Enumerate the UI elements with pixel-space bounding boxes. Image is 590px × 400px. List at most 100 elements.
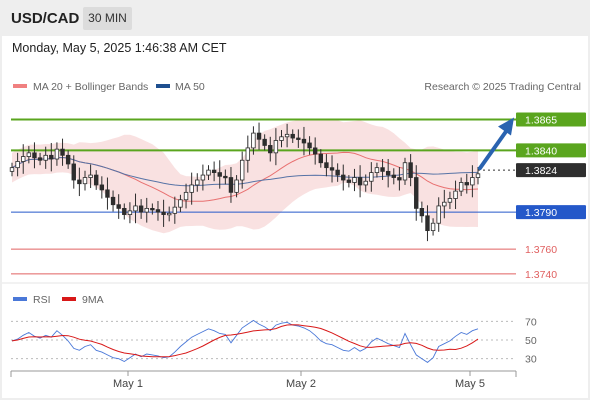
candle-body	[234, 179, 239, 193]
level-tag-1.3824	[516, 163, 586, 178]
candle-body	[284, 133, 290, 138]
candle-body	[32, 152, 37, 159]
candle-body	[318, 153, 323, 164]
candle	[189, 172, 194, 205]
candle	[239, 151, 245, 189]
candle-body	[369, 172, 374, 182]
candle-body	[228, 177, 234, 193]
candle	[251, 126, 256, 155]
candle-body	[245, 147, 251, 161]
candle	[200, 164, 206, 191]
candle-body	[189, 184, 194, 193]
candle-body	[475, 173, 481, 178]
candle	[223, 169, 228, 185]
candle	[408, 154, 413, 187]
candle	[116, 194, 121, 219]
bollinger-band-area	[12, 119, 478, 234]
candle-body	[447, 198, 453, 203]
forecast-arrow-shaft	[478, 129, 508, 171]
candle-body	[419, 207, 425, 217]
candle-body	[453, 190, 458, 199]
rsi-tick-30: 30	[525, 354, 537, 366]
rsi-legend-label: RSI	[33, 294, 51, 306]
level-label-1.3740: 1.3740	[525, 269, 557, 281]
candle-body	[172, 206, 178, 214]
candle-body	[312, 147, 318, 155]
candle	[32, 142, 37, 169]
candle	[374, 162, 380, 178]
candle	[9, 162, 15, 177]
candle	[65, 150, 71, 169]
candle	[419, 201, 425, 223]
candle-body	[60, 148, 65, 156]
candle-body	[363, 180, 368, 186]
candle-body	[116, 204, 121, 209]
candle-body	[155, 209, 161, 213]
rsi-tick-70: 70	[525, 316, 537, 328]
candle-body	[161, 211, 166, 215]
candle	[357, 165, 363, 198]
candle-body	[397, 177, 402, 181]
candle-body	[341, 174, 346, 181]
candle	[447, 191, 453, 210]
candle	[363, 174, 368, 192]
candle-body	[223, 175, 228, 179]
candle-body	[273, 140, 279, 154]
candle	[279, 130, 284, 148]
price-levels	[11, 118, 516, 275]
candle	[436, 197, 441, 232]
candle	[138, 199, 144, 219]
candle	[77, 167, 82, 197]
level-label-1.3865: 1.3865	[525, 115, 557, 127]
moving-averages	[11, 151, 479, 202]
candle-body	[21, 156, 26, 162]
candle-body	[290, 133, 295, 139]
candle	[470, 165, 475, 198]
ma20-legend-swatch	[13, 84, 27, 88]
candle	[245, 135, 251, 173]
candle	[217, 160, 222, 189]
candle-body	[110, 196, 116, 206]
candle	[262, 134, 267, 151]
candle-body	[71, 163, 76, 181]
candle-body	[391, 174, 396, 178]
candle	[54, 142, 60, 166]
candle-body	[150, 207, 155, 211]
candle	[105, 177, 110, 210]
candle	[228, 167, 234, 203]
candle	[144, 197, 149, 223]
candle-body	[239, 159, 245, 181]
candle	[155, 200, 161, 221]
level-label-1.3790: 1.3790	[525, 207, 557, 219]
candle	[21, 144, 26, 174]
candle-body	[133, 205, 138, 212]
candle	[318, 149, 323, 168]
candle	[430, 218, 436, 236]
ma50-legend-label: MA 50	[175, 81, 205, 93]
candle-body	[402, 162, 408, 181]
candle	[256, 122, 262, 150]
level-label-1.3840: 1.3840	[525, 145, 557, 157]
candle	[352, 168, 357, 192]
candle-body	[99, 184, 105, 191]
candle	[307, 136, 312, 155]
candle	[99, 176, 105, 199]
candle-body	[54, 148, 60, 160]
candle-body	[251, 132, 256, 149]
timeframe-button[interactable]: 30 MIN	[83, 7, 132, 30]
candle-body	[442, 201, 447, 207]
candle-body	[357, 177, 363, 186]
candle	[380, 159, 385, 181]
candle	[94, 170, 99, 190]
bollinger-bands	[12, 119, 478, 234]
candle	[71, 155, 76, 189]
candle-body	[268, 145, 273, 154]
candle-body	[329, 167, 335, 171]
candle	[312, 137, 318, 165]
candle-body	[15, 161, 20, 169]
rsi-pane: 70 50 30	[11, 316, 537, 366]
x-tick-label: May 5	[455, 378, 485, 390]
candle	[206, 165, 211, 181]
candle-body	[262, 138, 267, 146]
